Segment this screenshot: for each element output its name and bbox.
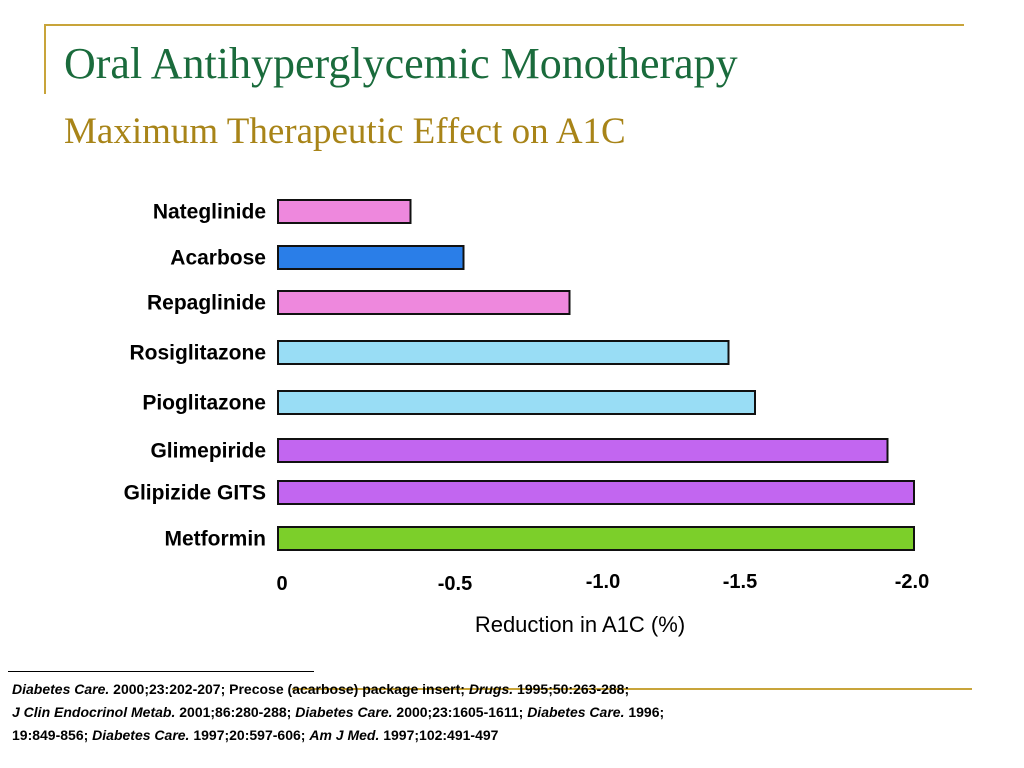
citation-text: 1996; (624, 704, 665, 720)
bar-nateglinide (277, 199, 412, 224)
x-tick-label: 0 (276, 573, 287, 595)
bar-metformin (277, 526, 915, 551)
citation-text: 1995;50:263-288; (513, 681, 630, 697)
category-label: Repaglinide (147, 292, 266, 315)
header-accent-horizontal (44, 24, 964, 26)
header-accent-vertical (44, 24, 46, 94)
journal-name: Diabetes Care. (527, 704, 625, 720)
bar-pioglitazone (277, 390, 756, 415)
category-label: Glimepiride (150, 440, 266, 463)
category-label: Rosiglitazone (129, 342, 266, 365)
bar-acarbose (277, 245, 465, 270)
chart-bars (277, 199, 915, 551)
citation-text: 2000;23:1605-1611; (392, 704, 528, 720)
journal-name: J Clin Endocrinol Metab. (12, 704, 176, 720)
category-label: Nateglinide (153, 201, 266, 224)
references-divider (8, 671, 314, 672)
slide-title: Oral Antihyperglycemic Monotherapy (64, 39, 738, 88)
journal-name: Diabetes Care. (295, 704, 393, 720)
category-labels: Nateglinide Acarbose Repaglinide Rosiglitaz… (124, 201, 266, 551)
reference-line: 19:849-856; Diabetes Care. 1997;20:597-6… (12, 724, 812, 747)
bar-chart: Nateglinide Acarbose Repaglinide Rosiglitaz… (124, 199, 929, 637)
x-tick-label: -1.0 (586, 571, 620, 593)
citation-text: 2000;23:202-207; Precose (acarbose) pack… (109, 681, 469, 697)
citation-text: 2001;86:280-288; (175, 704, 296, 720)
journal-name: Diabetes Care. (92, 727, 190, 743)
journal-name: Am J Med. (309, 727, 380, 743)
category-label: Glipizide GITS (124, 482, 266, 505)
x-tick-label: -2.0 (895, 571, 929, 593)
reference-line: Diabetes Care. 2000;23:202-207; Precose … (12, 678, 812, 701)
citation-text: 1997;102:491-497 (379, 727, 499, 743)
slide-subtitle: Maximum Therapeutic Effect on A1C (64, 111, 626, 152)
citation-text: 19:849-856; (12, 727, 93, 743)
journal-name: Drugs. (468, 681, 514, 697)
bar-glimepiride (277, 438, 889, 463)
x-axis-title: Reduction in A1C (%) (475, 612, 685, 637)
bar-glipizide-gits (277, 480, 915, 505)
x-tick-labels: 0 -0.5 -1.0 -1.5 -2.0 (276, 571, 929, 595)
x-tick-label: -0.5 (438, 573, 472, 595)
bar-rosiglitazone (277, 340, 730, 365)
category-label: Metformin (165, 528, 267, 551)
footer-accent-line (292, 688, 972, 690)
reference-line: J Clin Endocrinol Metab. 2001;86:280-288… (12, 701, 812, 724)
category-label: Acarbose (170, 247, 266, 270)
citation-text: 1997;20:597-606; (189, 727, 310, 743)
journal-name: Diabetes Care. (12, 681, 110, 697)
references: Diabetes Care. 2000;23:202-207; Precose … (12, 678, 812, 747)
bar-repaglinide (277, 290, 571, 315)
category-label: Pioglitazone (142, 392, 266, 415)
x-tick-label: -1.5 (723, 571, 757, 593)
